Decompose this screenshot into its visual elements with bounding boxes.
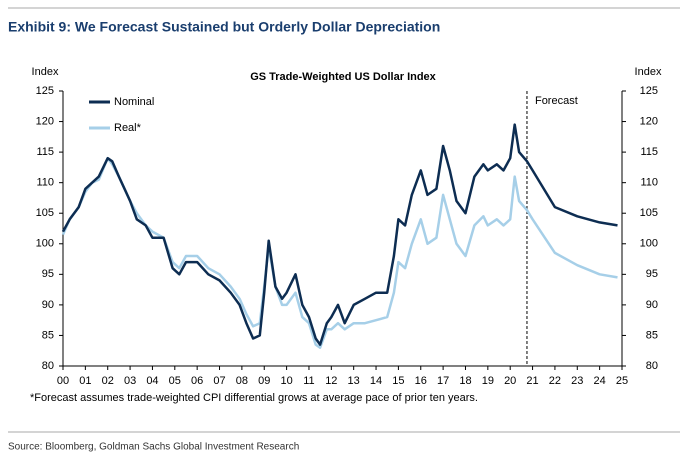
x-tick-label: 18 bbox=[459, 375, 471, 387]
x-tick-label: 03 bbox=[124, 375, 136, 387]
source: Source: Bloomberg, Goldman Sachs Global … bbox=[8, 442, 299, 453]
y2-tick-label: 125 bbox=[640, 85, 658, 97]
x-tick-label: 07 bbox=[213, 375, 225, 387]
y-tick-label: 125 bbox=[36, 85, 54, 97]
x-tick-label: 15 bbox=[392, 375, 404, 387]
y2-tick-label: 80 bbox=[646, 360, 658, 372]
x-tick-label: 19 bbox=[482, 375, 494, 387]
x-tick-label: 12 bbox=[325, 375, 337, 387]
y2-axis-label: Index bbox=[635, 66, 662, 78]
footnote: *Forecast assumes trade-weighted CPI dif… bbox=[30, 392, 478, 404]
y2-tick-label: 90 bbox=[646, 299, 658, 311]
x-tick-label: 00 bbox=[57, 375, 69, 387]
y2-tick-label: 95 bbox=[646, 268, 658, 280]
y2-tick-label: 110 bbox=[640, 177, 658, 189]
y-tick-label: 80 bbox=[42, 360, 54, 372]
y2-tick-label: 105 bbox=[640, 207, 658, 219]
x-tick-label: 11 bbox=[303, 375, 314, 387]
y2-tick-label: 100 bbox=[640, 238, 658, 250]
x-tick-label: 04 bbox=[146, 375, 158, 387]
x-tick-label: 05 bbox=[169, 375, 181, 387]
y-tick-label: 105 bbox=[36, 207, 54, 219]
x-tick-label: 23 bbox=[571, 375, 583, 387]
series-line bbox=[61, 123, 618, 346]
x-tick-label: 13 bbox=[348, 375, 360, 387]
forecast-label: Forecast bbox=[535, 95, 578, 107]
x-tick-label: 17 bbox=[437, 375, 449, 387]
x-tick-label: 22 bbox=[549, 375, 561, 387]
y-tick-label: 85 bbox=[42, 329, 54, 341]
x-tick-label: 21 bbox=[526, 375, 538, 387]
y-tick-label: 120 bbox=[36, 115, 54, 127]
chart-title: GS Trade-Weighted US Dollar Index bbox=[250, 71, 436, 83]
x-tick-label: 01 bbox=[79, 375, 91, 387]
x-tick-label: 16 bbox=[415, 375, 427, 387]
y2-tick-label: 120 bbox=[640, 115, 658, 127]
x-tick-label: 14 bbox=[370, 375, 382, 387]
legend-label: Nominal bbox=[114, 96, 154, 108]
series-line bbox=[61, 156, 618, 349]
x-tick-label: 24 bbox=[594, 375, 606, 387]
x-tick-label: 09 bbox=[258, 375, 270, 387]
x-tick-label: 08 bbox=[236, 375, 248, 387]
x-tick-label: 25 bbox=[616, 375, 628, 387]
y-tick-label: 95 bbox=[42, 268, 54, 280]
x-tick-label: 02 bbox=[102, 375, 114, 387]
y-tick-label: 100 bbox=[36, 238, 54, 250]
y-tick-label: 110 bbox=[36, 177, 54, 189]
x-tick-label: 10 bbox=[280, 375, 292, 387]
y-tick-label: 90 bbox=[42, 299, 54, 311]
y2-tick-label: 115 bbox=[640, 146, 658, 158]
exhibit-title: Exhibit 9: We Forecast Sustained but Ord… bbox=[8, 19, 440, 35]
legend-label: Real* bbox=[114, 122, 142, 134]
y-axis-label: Index bbox=[32, 66, 59, 78]
y-tick-label: 115 bbox=[36, 146, 54, 158]
x-tick-label: 20 bbox=[504, 375, 516, 387]
x-tick-label: 06 bbox=[191, 375, 203, 387]
y2-tick-label: 85 bbox=[646, 329, 658, 341]
